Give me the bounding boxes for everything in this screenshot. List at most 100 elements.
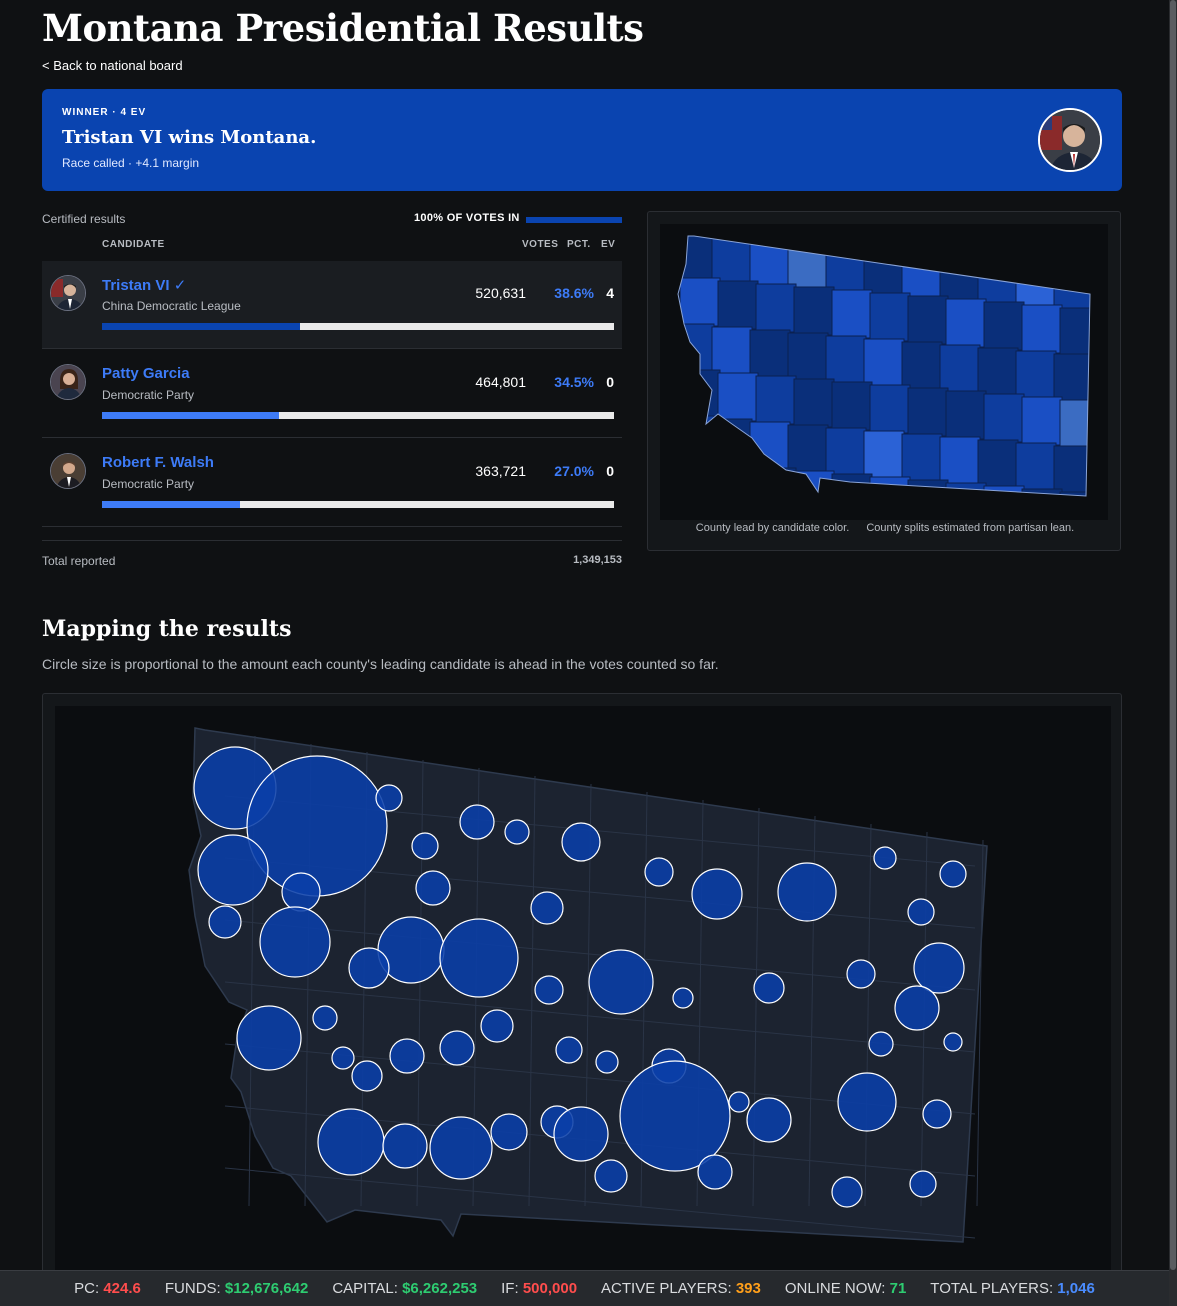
county-bubble[interactable] <box>922 1099 952 1129</box>
county-bubble[interactable] <box>697 1154 733 1190</box>
county-cell[interactable] <box>1059 307 1100 357</box>
county-cell[interactable] <box>1053 261 1094 311</box>
county-cell[interactable] <box>907 387 949 437</box>
county-bubble[interactable] <box>555 1036 583 1064</box>
county-cell[interactable] <box>901 249 943 299</box>
county-cell[interactable] <box>717 464 759 513</box>
county-cell[interactable] <box>711 235 753 284</box>
county-cell[interactable] <box>977 255 1019 305</box>
county-bubble[interactable] <box>594 1159 628 1193</box>
county-cell[interactable] <box>907 295 949 345</box>
county-cell[interactable] <box>825 427 867 477</box>
county-bubble[interactable] <box>504 819 530 845</box>
county-cell[interactable] <box>787 240 829 290</box>
county-bubble[interactable] <box>909 1170 937 1198</box>
county-bubble[interactable] <box>943 1032 963 1052</box>
county-cell[interactable] <box>755 467 797 516</box>
county-cell[interactable] <box>711 326 753 376</box>
county-cell[interactable] <box>825 335 867 385</box>
county-bubble[interactable] <box>846 959 876 989</box>
county-bubble[interactable] <box>777 862 837 922</box>
county-cell[interactable] <box>787 424 829 474</box>
county-bubble[interactable] <box>913 942 965 994</box>
county-bubble[interactable] <box>459 804 495 840</box>
county-bubble[interactable] <box>197 834 269 906</box>
county-map[interactable] <box>660 224 1108 520</box>
candidate-name[interactable]: Tristan VI ✓ <box>102 277 187 294</box>
bubble-map[interactable] <box>55 706 1111 1292</box>
county-cell[interactable] <box>1015 442 1057 492</box>
county-cell[interactable] <box>787 332 829 382</box>
county-cell[interactable] <box>831 289 873 339</box>
county-bubble[interactable] <box>894 985 940 1031</box>
county-cell[interactable] <box>674 232 715 281</box>
county-bubble[interactable] <box>561 822 601 862</box>
county-cell[interactable] <box>679 277 721 327</box>
county-bubble[interactable] <box>868 1031 894 1057</box>
county-cell[interactable] <box>945 390 987 440</box>
county-bubble[interactable] <box>208 905 242 939</box>
county-cell[interactable] <box>1021 396 1063 446</box>
county-cell[interactable] <box>717 372 759 422</box>
county-cell[interactable] <box>869 384 911 434</box>
county-bubble[interactable] <box>439 918 519 998</box>
county-bubble[interactable] <box>534 975 564 1005</box>
county-bubble[interactable] <box>236 1005 302 1071</box>
county-cell[interactable] <box>831 381 873 431</box>
page-scrollbar[interactable] <box>1169 0 1177 1306</box>
back-to-national-link[interactable]: < Back to national board <box>42 58 183 73</box>
candidate-name[interactable]: Patty Garcia <box>102 365 190 382</box>
county-bubble[interactable] <box>389 1038 425 1074</box>
county-cell[interactable] <box>749 329 791 379</box>
county-cell[interactable] <box>863 338 905 388</box>
county-bubble[interactable] <box>644 857 674 887</box>
county-cell[interactable] <box>939 436 981 486</box>
county-cell[interactable] <box>977 439 1019 489</box>
county-cell[interactable] <box>863 430 905 480</box>
county-cell[interactable] <box>679 369 721 419</box>
county-bubble[interactable] <box>907 898 935 926</box>
county-cell[interactable] <box>755 375 797 425</box>
county-cell[interactable] <box>674 323 715 373</box>
county-bubble[interactable] <box>348 947 390 989</box>
candidate-name[interactable]: Robert F. Walsh <box>102 454 214 471</box>
county-cell[interactable] <box>1015 258 1057 308</box>
county-cell[interactable] <box>977 347 1019 397</box>
county-cell[interactable] <box>1021 488 1063 520</box>
county-bubble[interactable] <box>331 1046 355 1070</box>
county-cell[interactable] <box>1059 399 1100 449</box>
county-bubble[interactable] <box>728 1091 750 1113</box>
county-cell[interactable] <box>901 341 943 391</box>
county-bubble[interactable] <box>351 1060 383 1092</box>
county-bubble[interactable] <box>939 860 967 888</box>
candidate-row[interactable]: Patty Garcia Democratic Party 464,801 34… <box>42 350 622 438</box>
county-cell[interactable] <box>717 280 759 330</box>
county-cell[interactable] <box>983 301 1025 351</box>
county-cell[interactable] <box>939 344 981 394</box>
county-cell[interactable] <box>674 415 715 465</box>
county-cell[interactable] <box>945 298 987 348</box>
county-cell[interactable] <box>1059 491 1100 520</box>
county-cell[interactable] <box>825 243 867 293</box>
county-bubble[interactable] <box>588 949 654 1015</box>
county-bubble[interactable] <box>480 1009 514 1043</box>
county-cell[interactable] <box>749 421 791 471</box>
candidate-row[interactable]: Tristan VI ✓ China Democratic League 520… <box>42 261 622 349</box>
county-bubble[interactable] <box>429 1116 493 1180</box>
county-bubble[interactable] <box>439 1030 475 1066</box>
county-bubble[interactable] <box>415 870 451 906</box>
county-cell[interactable] <box>1021 304 1063 354</box>
county-cell[interactable] <box>1053 353 1094 403</box>
county-cell[interactable] <box>793 286 835 336</box>
county-cell[interactable] <box>755 283 797 333</box>
county-bubble[interactable] <box>831 1176 863 1208</box>
county-bubble[interactable] <box>259 906 331 978</box>
county-cell[interactable] <box>983 393 1025 443</box>
county-bubble[interactable] <box>411 832 439 860</box>
county-cell[interactable] <box>1053 445 1094 495</box>
county-cell[interactable] <box>711 418 753 468</box>
county-bubble[interactable] <box>873 846 897 870</box>
county-bubble[interactable] <box>281 872 321 912</box>
county-bubble[interactable] <box>530 891 564 925</box>
county-bubble[interactable] <box>672 987 694 1009</box>
